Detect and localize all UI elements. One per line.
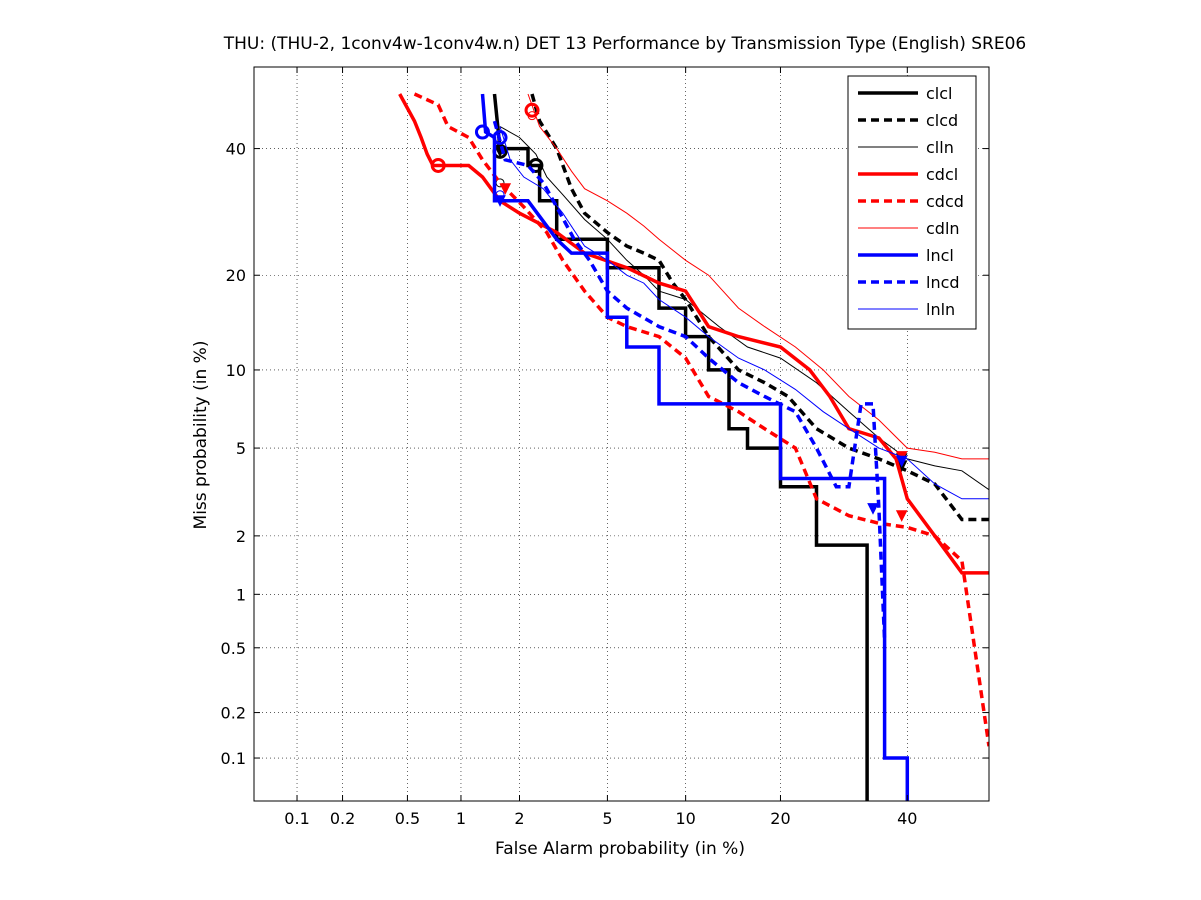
x-axis-label: False Alarm probability (in %) [495, 839, 745, 859]
axis-ticks: 0.1 0.2 0.5 1 2 5 10 20 40 0.1 0.2 0.5 1 2 5 10 20 40 [221, 67, 989, 828]
series-line-cdcl [398, 93, 989, 575]
min-dcf-marker-clcd [528, 157, 544, 173]
axes-frame [253, 66, 990, 802]
series-line-clcd [530, 93, 989, 522]
y-axis-label: Miss probability (in %) [191, 341, 211, 530]
x-tick-label: 0.1 [284, 809, 309, 828]
chart-title: THU: (THU-2, 1conv4w-1conv4w.n) DET 13 P… [223, 34, 1027, 54]
legend-label-clln: clln [926, 138, 954, 157]
y-tick-label: 20 [226, 266, 246, 285]
legend: clcl clcd clln cdcl cdcd cdln lncl lncd lnln [847, 75, 977, 330]
x-tick-label: 40 [897, 809, 917, 828]
actual-dcf-marker-lnln [895, 455, 908, 468]
series-line-lnln [499, 126, 989, 500]
legend-label-cdcl: cdcl [926, 165, 958, 184]
legend-label-clcd: clcd [926, 111, 958, 130]
x-tick-label: 10 [675, 809, 695, 828]
x-tick-label: 2 [514, 809, 524, 828]
legend-label-lncd: lncd [926, 273, 960, 292]
y-tick-label: 10 [226, 361, 246, 380]
min-dcf-marker-cdln [527, 111, 537, 121]
min-dcf-marker-lnln [495, 190, 505, 200]
x-tick-label: 20 [770, 809, 790, 828]
x-tick-label: 0.2 [330, 809, 355, 828]
y-tick-label: 40 [226, 140, 246, 159]
y-tick-label: 1 [236, 585, 246, 604]
x-tick-label: 1 [456, 809, 466, 828]
y-tick-label: 0.1 [221, 749, 246, 768]
actual-dcf-marker-lncd [867, 503, 879, 515]
min-dcf-marker-cdcl [430, 157, 446, 173]
x-tick-label: 0.5 [395, 809, 420, 828]
min-dcf-marker-lncd [492, 130, 508, 146]
y-tick-label: 2 [236, 527, 246, 546]
series-line-lncd [492, 120, 887, 641]
series-line-cdln [527, 93, 989, 460]
legend-label-cdln: cdln [926, 219, 960, 238]
legend-label-lncl: lncl [926, 246, 954, 265]
legend-label-lnln: lnln [926, 300, 955, 319]
det-curves [398, 92, 989, 801]
series-line-cdcd [413, 92, 989, 747]
legend-label-clcl: clcl [926, 84, 952, 103]
x-tick-label: 5 [602, 809, 612, 828]
y-tick-label: 0.2 [221, 704, 246, 723]
y-tick-label: 5 [236, 439, 246, 458]
plot-area [398, 92, 989, 801]
actual-dcf-marker-cdcd [895, 510, 908, 522]
legend-label-cdcd: cdcd [926, 192, 964, 211]
min-dcf-marker-lncl [474, 124, 490, 140]
y-tick-label: 0.5 [221, 639, 246, 658]
